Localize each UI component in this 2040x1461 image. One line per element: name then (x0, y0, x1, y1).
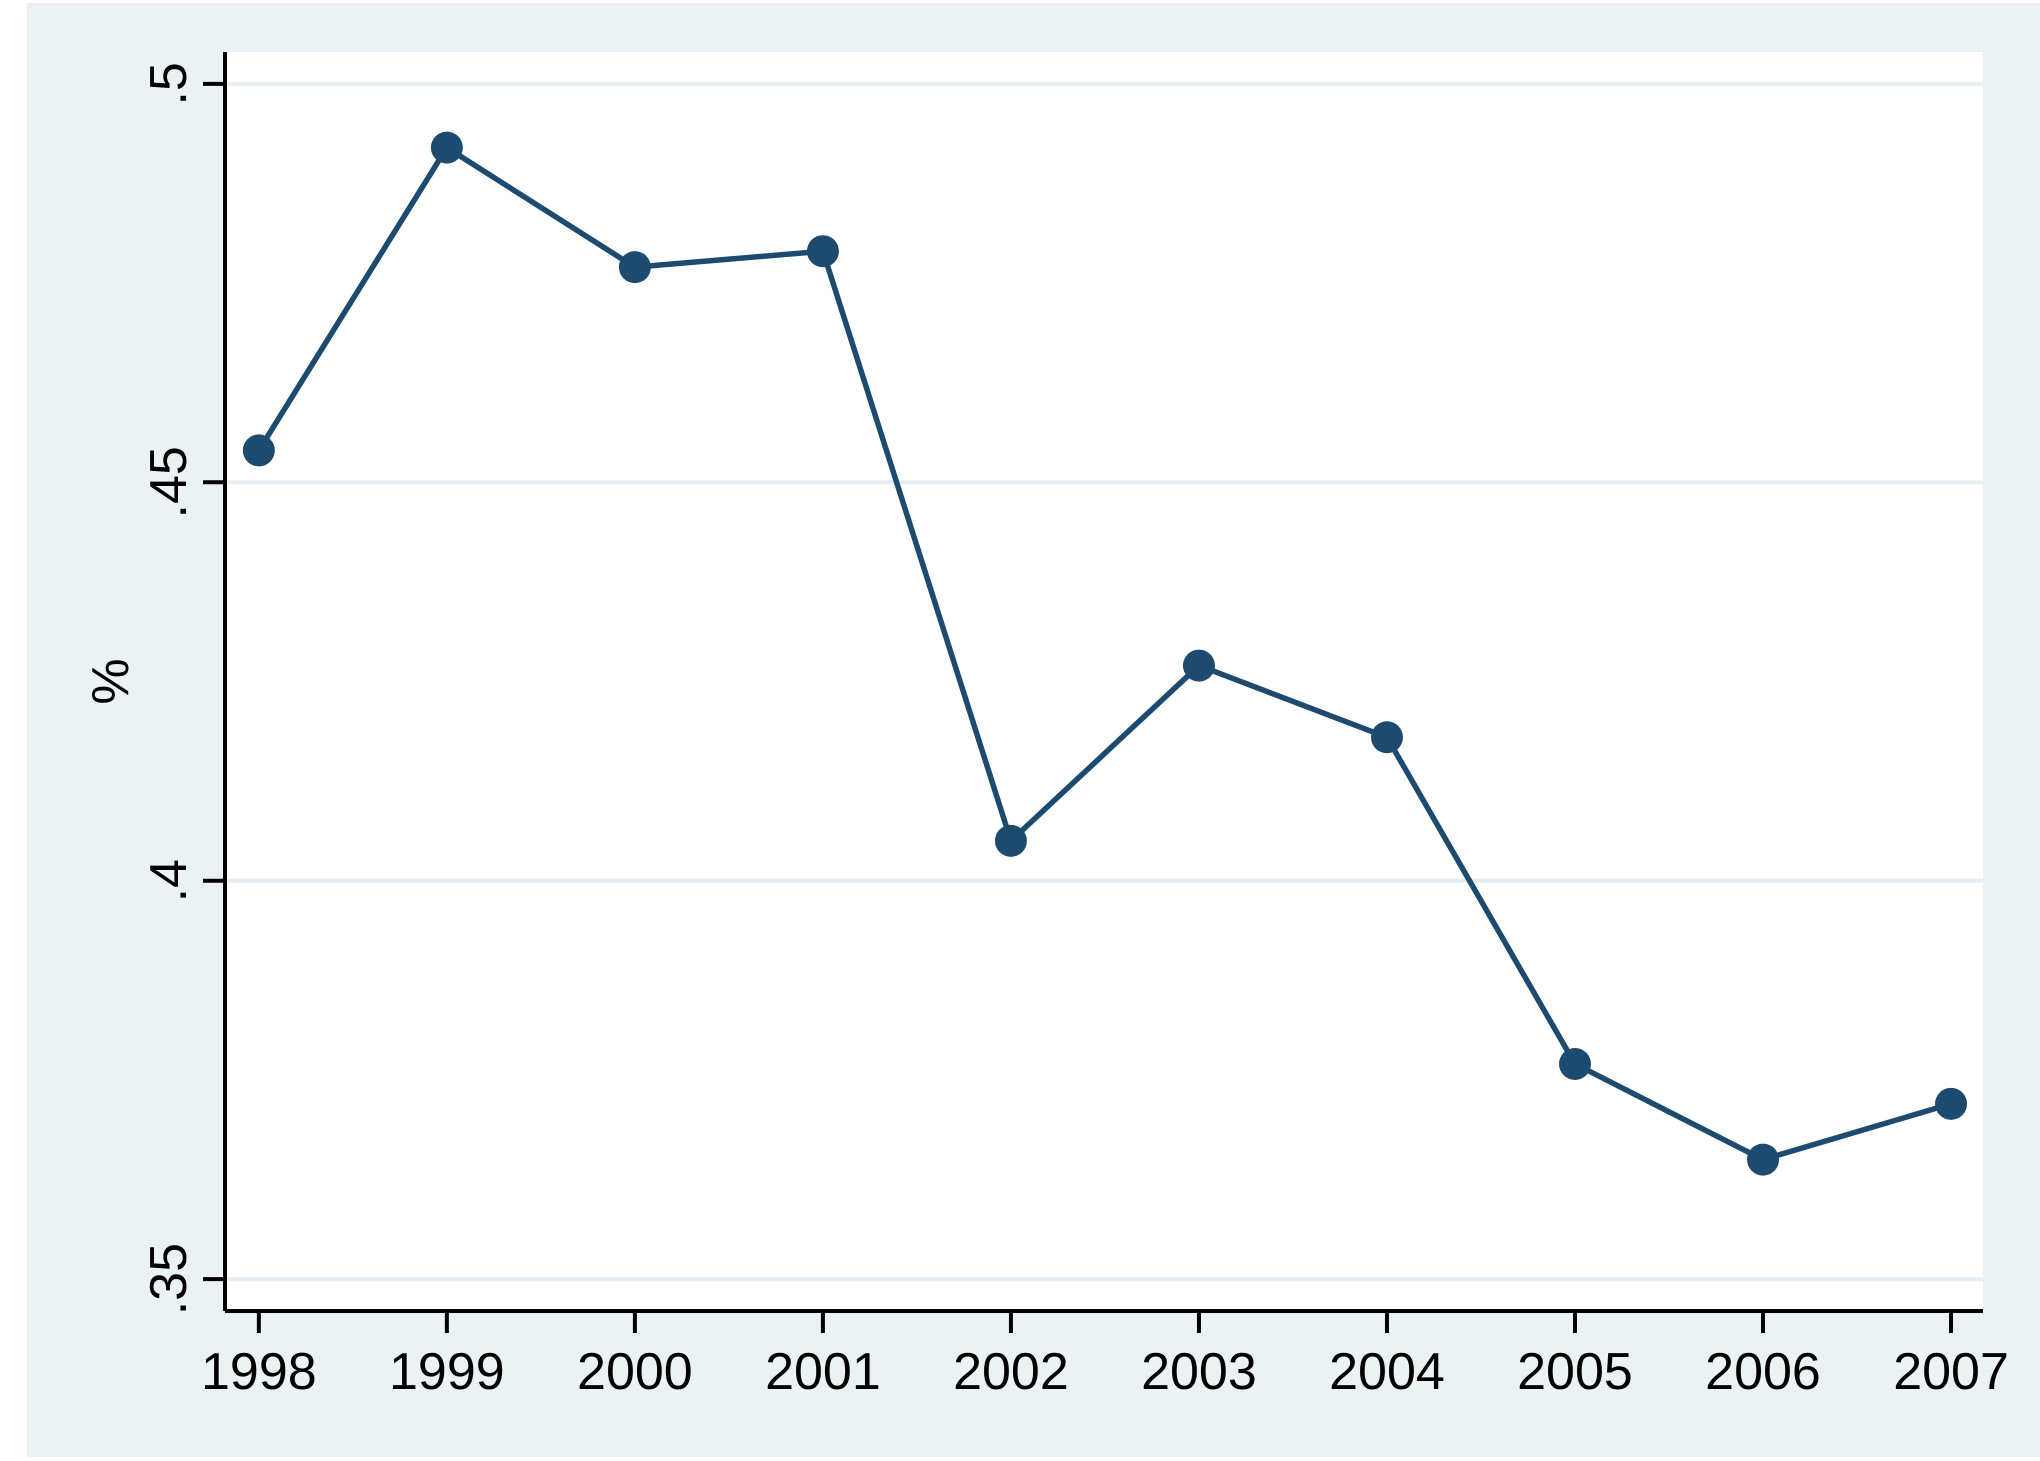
x-tick-label: 1999 (389, 1343, 505, 1401)
x-tick-label: 2006 (1705, 1343, 1821, 1401)
data-point-2003 (1182, 649, 1215, 682)
data-point-2005 (1558, 1047, 1591, 1080)
x-tick-label: 2005 (1517, 1343, 1633, 1401)
y-tick-label: .35 (140, 1243, 198, 1315)
x-tick-label: 2001 (765, 1343, 881, 1401)
x-tick-label: 2000 (577, 1343, 693, 1401)
x-tick-label: 2003 (1141, 1343, 1257, 1401)
y-tick-label: .4 (140, 859, 198, 902)
series-line (256, 144, 1954, 1163)
y-axis-title: % (82, 658, 140, 704)
x-tick-label: 2007 (1893, 1343, 2009, 1401)
data-point-1999 (430, 131, 463, 164)
data-point-2004 (1370, 721, 1403, 754)
plot-area (225, 52, 1983, 1311)
data-point-2007 (1935, 1087, 1968, 1120)
y-tick-label: .5 (140, 62, 198, 105)
data-point-2006 (1747, 1143, 1780, 1176)
x-tick-label: 2004 (1329, 1343, 1445, 1401)
data-point-1998 (242, 434, 275, 467)
data-point-2001 (806, 235, 839, 268)
y-tick-label: .45 (140, 446, 198, 518)
x-tick-label: 2002 (953, 1343, 1069, 1401)
x-tick-label: 1998 (201, 1343, 317, 1401)
data-point-2000 (618, 251, 651, 284)
data-point-2002 (994, 824, 1027, 857)
